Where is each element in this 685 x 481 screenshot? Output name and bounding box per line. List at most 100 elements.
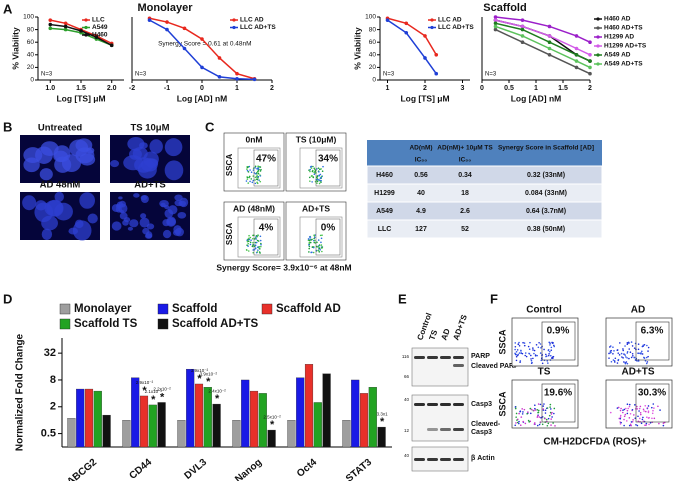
- data-point: [574, 59, 579, 63]
- flow-dot: [662, 422, 665, 424]
- flow-dot: [321, 170, 324, 173]
- y-tick-label: 8: [50, 374, 56, 386]
- protein-label: β Actin: [471, 455, 495, 462]
- legend-swatch: [596, 17, 600, 21]
- legend-swatch: [261, 303, 273, 315]
- significance-star: *: [270, 419, 275, 431]
- note: N=3: [135, 72, 147, 78]
- flow-dot: [633, 347, 636, 349]
- flow-dot: [518, 352, 521, 354]
- significance-star: *: [197, 373, 202, 385]
- data-point: [423, 56, 427, 60]
- flow-dot: [647, 346, 650, 349]
- flow-dot: [515, 353, 518, 356]
- flow-dot: [519, 360, 522, 362]
- flow-dot: [651, 406, 653, 409]
- flow-dot: [626, 403, 629, 406]
- flow-dot: [540, 359, 543, 362]
- y-axis-label: SSCA: [497, 329, 507, 355]
- series-line: [387, 19, 437, 75]
- flow-dot: [257, 249, 259, 251]
- flow-dot: [613, 359, 616, 362]
- data-point: [547, 46, 552, 51]
- flow-dot: [312, 251, 315, 254]
- x-axis-label: Log [TS] μM: [56, 93, 105, 103]
- flow-dot: [523, 408, 526, 411]
- flow-dot: [256, 246, 259, 248]
- flow-dot: [246, 178, 249, 180]
- flow-dot: [540, 347, 542, 349]
- x-axis-label: Log [AD] nM: [511, 93, 562, 103]
- flow-dot: [256, 251, 259, 253]
- significance-star: *: [142, 385, 147, 397]
- data-point: [217, 56, 222, 60]
- table-cell: 0.64 (3.7nM): [526, 208, 566, 215]
- bar: [84, 388, 94, 448]
- cell-cluster: [159, 199, 169, 208]
- flow-dot: [628, 403, 631, 406]
- x-tick-label: 2: [588, 85, 592, 92]
- table-row: [366, 165, 603, 185]
- data-point: [547, 40, 552, 44]
- legend-swatch: [596, 26, 600, 30]
- legend-label: LLC AD: [240, 17, 264, 24]
- band: [440, 458, 451, 461]
- flow-dot: [544, 417, 546, 420]
- cell-cluster: [72, 220, 92, 241]
- cell-cluster: [123, 217, 131, 223]
- flow-dot: [628, 405, 631, 408]
- flow-dot: [643, 344, 646, 346]
- x-tick-label: 1.0: [45, 85, 55, 92]
- y-tick-label: 80: [27, 26, 35, 33]
- flow-dot: [549, 354, 552, 357]
- flow-dot: [313, 167, 316, 170]
- flow-dot: [257, 172, 260, 175]
- flow-dot: [309, 180, 311, 182]
- flow-dot: [318, 247, 321, 250]
- flow-dot: [641, 353, 644, 355]
- flow-dot: [624, 354, 626, 356]
- cell-cluster: [110, 160, 120, 168]
- flow-dot: [619, 416, 622, 418]
- flow-dot: [549, 403, 552, 406]
- legend-label: LLC AD+TS: [438, 24, 474, 31]
- flow-dot: [625, 356, 627, 358]
- cell-cluster: [120, 210, 125, 213]
- flow-dot: [251, 181, 254, 184]
- table-cell: 0.084 (33nM): [525, 190, 567, 197]
- flow-dot: [543, 403, 545, 405]
- flow-dot: [629, 423, 632, 426]
- flow-dot: [641, 418, 644, 421]
- flow-dot: [626, 357, 628, 359]
- flow-dot: [643, 424, 646, 427]
- flow-dot: [546, 424, 549, 427]
- panel-label: C: [205, 119, 215, 134]
- flow-dot: [313, 241, 316, 244]
- flow-dot: [640, 353, 642, 355]
- flow-dot: [247, 240, 250, 242]
- x-axis-label: CM-H2DCFDA (ROS)+: [543, 437, 646, 448]
- flow-dot: [246, 169, 249, 172]
- cell-cluster: [129, 219, 139, 228]
- flow-plot: [511, 379, 579, 429]
- flow-dot: [645, 356, 648, 359]
- flow-dot: [257, 240, 260, 242]
- flow-dot: [542, 408, 545, 410]
- flow-dot: [533, 352, 535, 355]
- x-axis-label: Log [TS] μM: [400, 93, 449, 103]
- image-label: TS 10μM: [130, 123, 169, 134]
- flow-dot: [247, 245, 249, 247]
- flow-dot: [620, 407, 622, 410]
- flow-dot: [623, 415, 626, 418]
- cell-cluster: [139, 217, 150, 228]
- bar: [368, 387, 377, 448]
- flow-dot: [515, 412, 518, 415]
- flow-dot: [629, 412, 632, 415]
- x-tick-label: DVL3: [182, 457, 209, 481]
- flow-dot: [645, 422, 648, 425]
- y-axis-label: SSCA: [225, 154, 234, 176]
- cell-cluster: [111, 221, 122, 231]
- flow-dot: [516, 354, 519, 357]
- flow-dot: [252, 241, 254, 244]
- data-point: [165, 27, 169, 32]
